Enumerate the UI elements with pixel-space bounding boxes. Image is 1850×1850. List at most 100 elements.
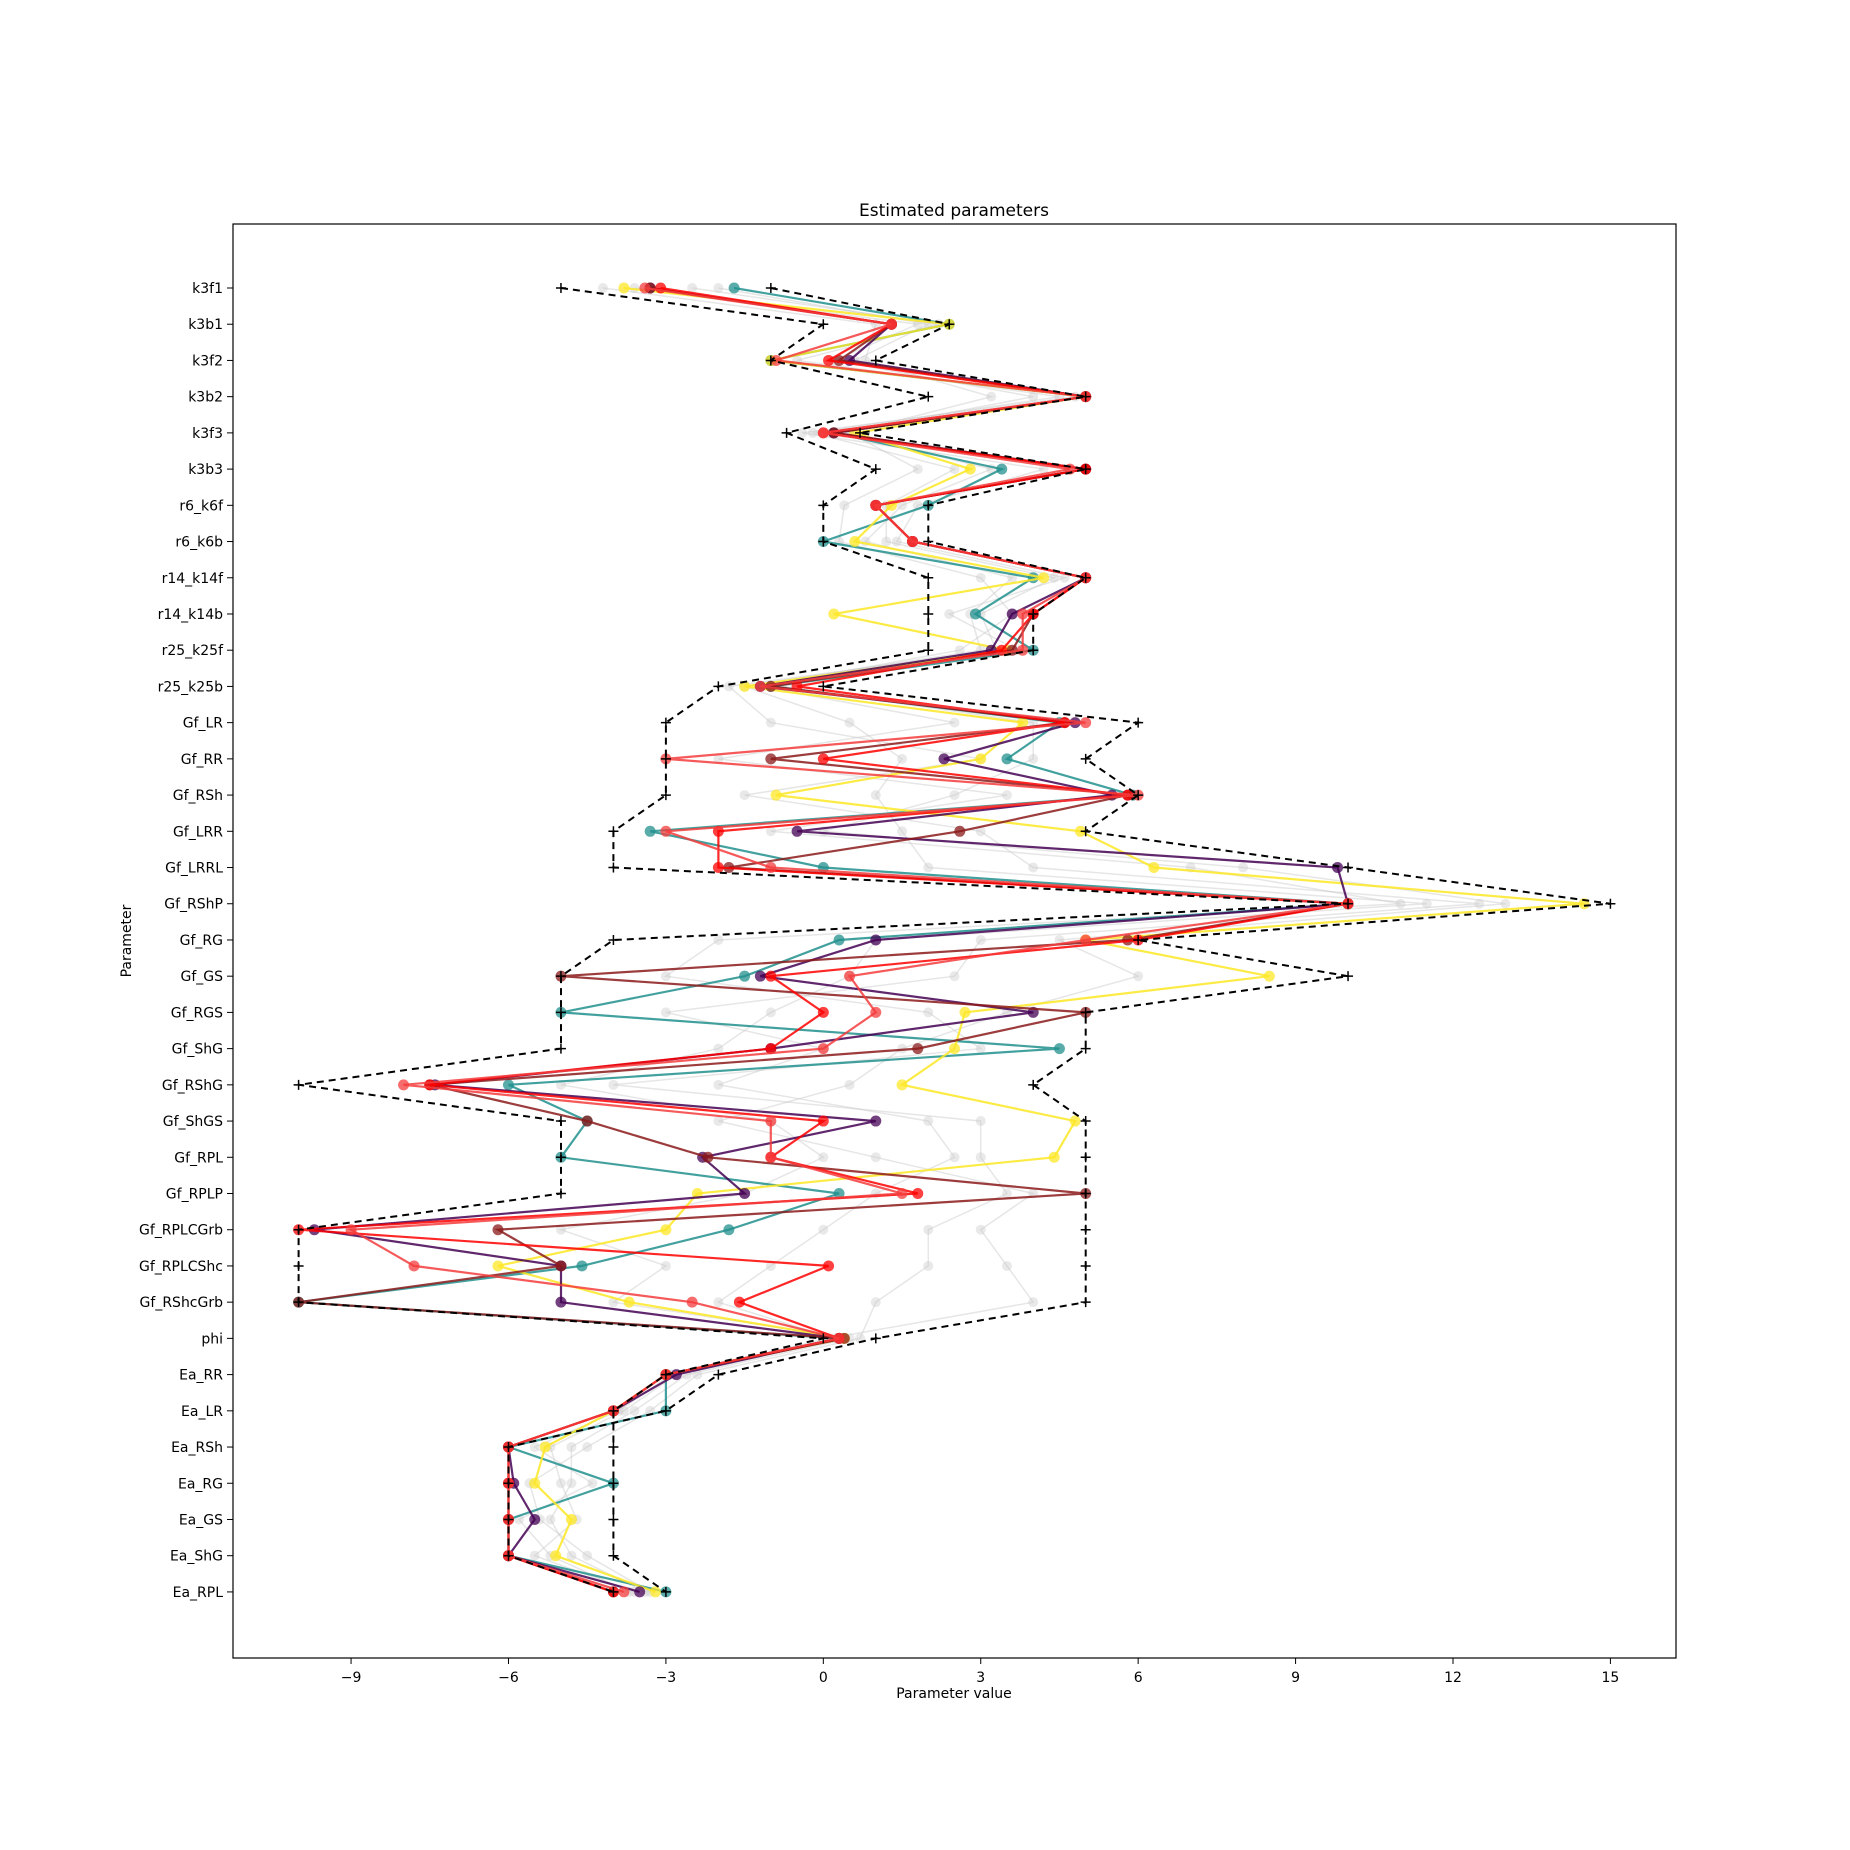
background-point — [923, 1116, 934, 1127]
upper-bound-marker — [1080, 826, 1091, 837]
background-point — [949, 464, 960, 475]
series-point — [1080, 717, 1092, 729]
plot-frame — [232, 223, 1677, 1659]
upper-bound-marker — [870, 1333, 881, 1344]
background-point — [954, 645, 965, 656]
x-tick-label: −6 — [498, 1670, 519, 1686]
lower-bound-marker — [555, 1043, 566, 1054]
lower-bound-marker — [1343, 898, 1354, 909]
background-point — [660, 1260, 671, 1271]
series-point — [644, 825, 656, 837]
series-point — [550, 1550, 562, 1562]
background-point — [608, 1079, 619, 1090]
series-point — [754, 680, 766, 692]
series-point — [870, 1006, 882, 1018]
y-tick-label: Gf_RGS — [171, 1005, 223, 1021]
background-point — [1238, 862, 1249, 873]
y-tick-label: Ea_RR — [179, 1368, 223, 1384]
background-point — [1395, 898, 1406, 909]
series-point — [770, 789, 782, 801]
series-point — [555, 1260, 567, 1272]
series-point — [1027, 572, 1039, 584]
background-point — [923, 1007, 934, 1018]
series-point — [949, 1043, 960, 1055]
background-point — [870, 1152, 881, 1163]
series-point — [765, 1115, 777, 1127]
background-point — [975, 1116, 986, 1127]
series-point — [765, 1151, 777, 1163]
y-tick-label: Ea_GS — [179, 1512, 223, 1528]
background-point — [949, 971, 960, 982]
series-point — [833, 1188, 845, 1199]
series-point — [492, 1260, 504, 1272]
series-point — [964, 463, 976, 475]
lower-bound-marker — [555, 971, 566, 982]
series-point — [886, 318, 898, 330]
upper-bound-marker — [944, 319, 955, 330]
y-tick-label: k3f2 — [192, 353, 223, 369]
series-point — [623, 1296, 635, 1308]
background-point — [839, 500, 850, 511]
lower-bound-marker — [608, 1514, 619, 1525]
y-tick-label: Gf_RShcGrb — [140, 1295, 224, 1311]
background-point — [797, 427, 808, 438]
background-point — [597, 283, 608, 293]
background-point — [975, 934, 986, 945]
lower-bound-marker — [870, 464, 881, 475]
upper-bound-marker — [1028, 645, 1039, 656]
background-point — [629, 1405, 640, 1416]
background-point — [687, 283, 698, 293]
upper-bound-marker — [1028, 1079, 1039, 1090]
background-point — [975, 572, 986, 583]
series-point — [529, 1513, 541, 1525]
series-point — [975, 753, 987, 765]
lower-bound-marker — [923, 645, 934, 656]
lower-bound-marker — [660, 717, 671, 728]
background-point — [923, 1224, 934, 1235]
series-point — [492, 1224, 504, 1236]
series-point — [765, 862, 777, 874]
series-point — [1053, 1043, 1065, 1055]
background-point — [818, 1224, 829, 1235]
background-point — [765, 1007, 776, 1018]
x-axis-title: Parameter value — [896, 1686, 1012, 1702]
series-point — [1048, 1151, 1060, 1163]
lower-bound-marker — [923, 608, 934, 619]
background-point — [1001, 1188, 1012, 1199]
lower-bound-marker — [818, 500, 829, 511]
background-point — [897, 753, 908, 764]
upper-bound-marker — [503, 1478, 514, 1489]
y-tick-label: Gf_LRRL — [165, 861, 223, 877]
background-point — [1049, 572, 1060, 583]
chart-title: Estimated parameters — [859, 201, 1049, 221]
upper-bound-marker — [1133, 717, 1144, 728]
background-point — [923, 862, 934, 873]
y-tick-label: phi — [201, 1331, 223, 1347]
upper-bound-marker — [503, 1550, 514, 1561]
series-point — [1038, 572, 1050, 584]
series-point — [1006, 608, 1018, 620]
series-point — [739, 970, 751, 982]
x-tick-label: 12 — [1444, 1670, 1462, 1686]
y-tick-label: r14_k14b — [158, 607, 223, 623]
lower-bound-marker — [555, 1152, 566, 1163]
upper-bound-marker — [1343, 971, 1354, 982]
series-point — [576, 1260, 588, 1272]
series-point — [739, 680, 751, 692]
lower-bound-marker — [608, 1405, 619, 1416]
y-tick-label: k3b2 — [188, 390, 223, 406]
series-point — [817, 1006, 829, 1018]
y-tick-label: Ea_RSh — [171, 1440, 223, 1456]
x-tick-label: −9 — [341, 1670, 362, 1686]
series-point — [686, 1296, 698, 1308]
background-point — [713, 283, 724, 293]
background-point — [923, 1260, 934, 1271]
lower-bound-marker — [660, 1586, 671, 1597]
background-point — [1028, 391, 1039, 402]
background-point — [713, 1043, 724, 1054]
series-point — [849, 536, 861, 548]
y-axis-title: Parameter — [119, 904, 135, 977]
lower-bound-marker — [608, 1478, 619, 1489]
